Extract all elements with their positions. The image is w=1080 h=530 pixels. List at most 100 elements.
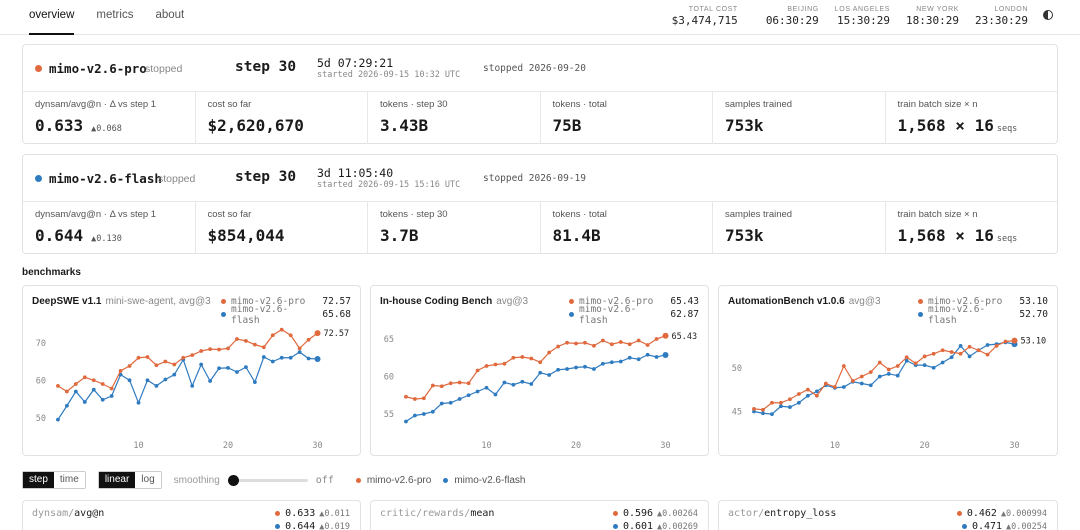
data-point [475, 389, 480, 394]
data-point [529, 382, 534, 386]
data-point [1003, 339, 1008, 344]
legend-dot-icon [221, 312, 226, 317]
y-scale-log-button[interactable]: log [135, 472, 161, 488]
run-name[interactable]: mimo-v2.6-flash [49, 171, 162, 186]
data-point [841, 364, 846, 368]
data-point [82, 375, 87, 380]
benchmark-chart[interactable]: 45 50 10 20 30 53.10 [719, 286, 1059, 457]
metric-card[interactable]: actor/entropy_loss 0.462 ▲0.000994 0.471 ▲… [718, 500, 1058, 530]
data-point [556, 344, 561, 349]
legend-dot-icon [221, 299, 226, 304]
data-point [297, 350, 302, 355]
data-point [190, 353, 195, 358]
data-point [592, 343, 596, 348]
data-point [752, 409, 756, 414]
main-nav: overview metrics about [29, 0, 206, 35]
end-value-label: 53.10 [1021, 337, 1047, 347]
stat-tokens-step: tokens · step 30 3.7B [368, 202, 541, 254]
data-point [529, 356, 534, 361]
run-name[interactable]: mimo-v2.6-pro [49, 61, 147, 76]
legend-item-flash[interactable]: mimo-v2.6-flash [443, 475, 525, 486]
x-axis-step-button[interactable]: step [23, 472, 54, 488]
data-point [895, 364, 900, 368]
series-line-mimo-v2.6-pro [405, 335, 666, 400]
data-point [172, 372, 177, 377]
slider-knob[interactable] [227, 475, 239, 486]
data-point [600, 338, 605, 343]
y-tick-label: 60 [36, 376, 46, 386]
y-scale-linear-button[interactable]: linear [98, 472, 136, 488]
data-point [136, 355, 141, 360]
data-point [520, 355, 525, 359]
last-point-marker [1011, 337, 1018, 344]
data-point [814, 389, 819, 394]
data-point [448, 400, 453, 405]
data-point [145, 378, 150, 383]
stat-cost: cost so far $854,044 [196, 202, 368, 254]
x-axis-time-button[interactable]: time [53, 472, 85, 488]
data-point [654, 337, 659, 341]
run-step: step 30 [235, 59, 297, 75]
run-step: step 30 [235, 169, 297, 185]
data-point [466, 381, 471, 386]
nav-tab-metrics[interactable]: metrics [96, 9, 134, 21]
data-point [511, 382, 516, 387]
last-point-marker [662, 351, 669, 358]
smoothing-slider[interactable] [227, 475, 308, 486]
data-point [56, 417, 60, 422]
data-point [91, 378, 96, 383]
data-point [922, 354, 927, 359]
top-bar: overview metrics about TOTAL COST $3,474… [0, 0, 1080, 35]
theme-toggle-icon[interactable] [1043, 10, 1053, 20]
nav-tab-about[interactable]: about [155, 9, 185, 21]
metric-card[interactable]: critic/rewards/mean 0.596 ▲0.00264 0.601 ▲… [370, 500, 709, 530]
stat-samples: samples trained 753k [713, 202, 886, 254]
data-point [752, 406, 756, 411]
nav-tab-overview[interactable]: overview [29, 0, 75, 35]
data-point [82, 400, 87, 404]
data-point [958, 343, 963, 348]
data-point [654, 355, 659, 359]
benchmark-chart[interactable]: 55 60 65 10 20 30 65.43 [371, 286, 710, 457]
data-point [217, 366, 221, 371]
legend-item-pro[interactable]: mimo-v2.6-pro [355, 475, 431, 486]
data-point [136, 400, 141, 405]
x-tick-label: 30 [1009, 441, 1019, 451]
data-point [770, 400, 774, 405]
data-point [859, 374, 864, 379]
legend-dot-icon [918, 299, 923, 304]
stat-batch: train batch size × n 1,568 × 16 seqs [897, 99, 1018, 135]
data-point [797, 400, 801, 405]
run-status: stopped [145, 63, 183, 75]
metric-card[interactable]: dynsam/avg@n 0.633 ▲0.011 0.644 ▲0.019 [22, 500, 361, 530]
data-point [199, 349, 204, 353]
x-tick-label: 10 [830, 441, 840, 451]
data-point [618, 340, 623, 344]
y-tick-label: 65 [384, 335, 394, 345]
data-point [288, 333, 293, 338]
data-point [859, 381, 864, 386]
y-tick-label: 50 [36, 414, 46, 424]
data-point [985, 343, 990, 347]
data-point [609, 342, 614, 347]
data-point [109, 386, 114, 391]
series-line-mimo-v2.6-pro [57, 328, 318, 393]
run-duration: 5d 07:29:21 [317, 56, 394, 70]
data-point [252, 342, 257, 347]
data-point [976, 348, 981, 353]
y-tick-label: 60 [384, 373, 394, 383]
data-point [967, 344, 972, 349]
data-point [913, 361, 918, 366]
legend-dot-icon [275, 511, 281, 516]
data-point [949, 350, 954, 354]
series-line-mimo-v2.6-flash [57, 351, 318, 420]
benchmark-chart[interactable]: 50 60 70 10 20 30 72.57 [23, 286, 362, 457]
data-point [208, 347, 213, 352]
x-tick-label: 30 [660, 441, 670, 451]
data-point [967, 354, 972, 359]
data-point [154, 383, 159, 388]
data-point [484, 364, 489, 368]
data-point [779, 400, 783, 405]
run-color-dot-icon [35, 175, 42, 182]
clock-beijing: BEIJING 06:30:29 [765, 6, 819, 27]
